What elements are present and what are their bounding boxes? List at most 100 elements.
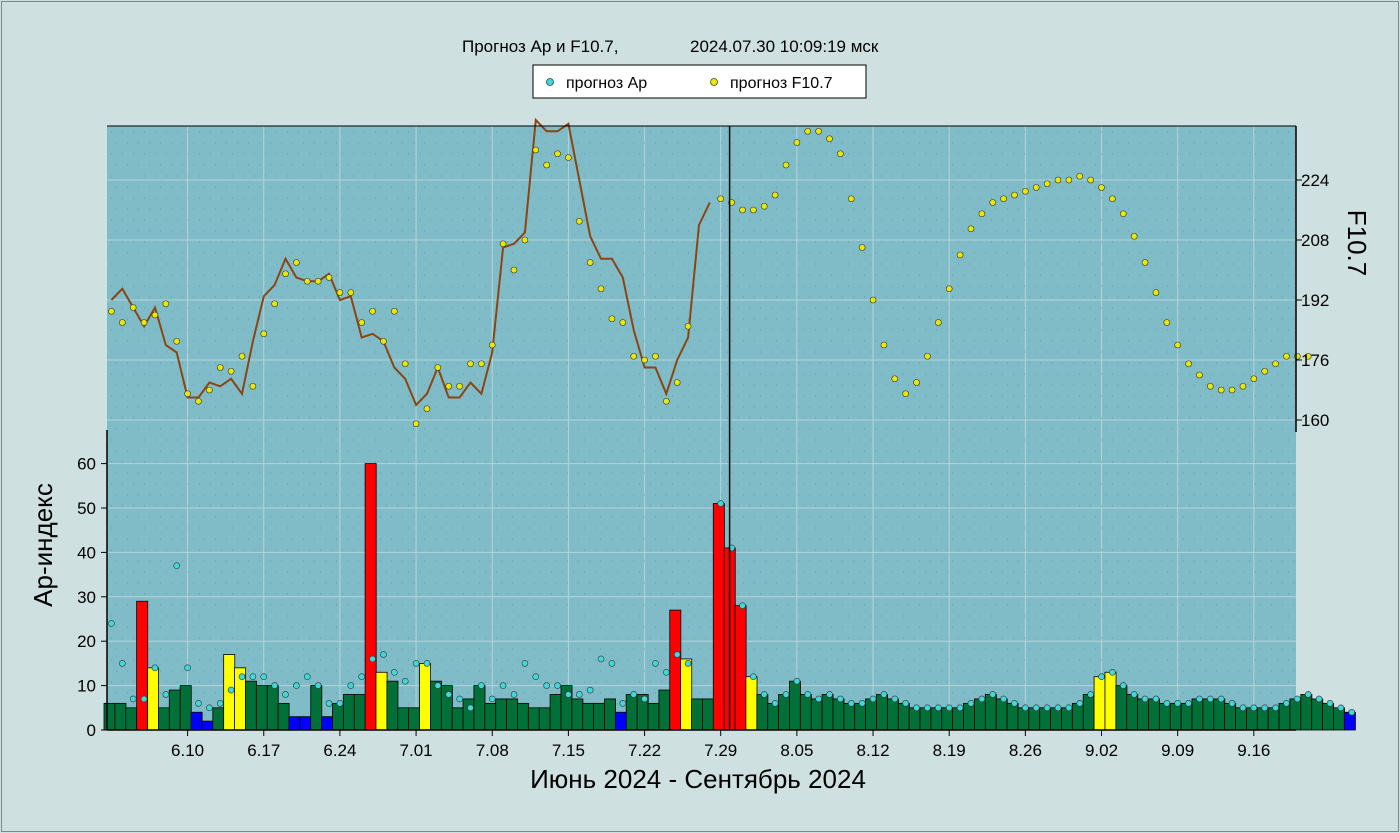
ap-forecast-point [347, 682, 355, 689]
f107-forecast-point [1261, 367, 1269, 375]
f107-forecast-point [1065, 176, 1073, 184]
f107-forecast-point [282, 270, 289, 278]
f107-forecast-point [837, 150, 844, 158]
f107-forecast-point [1022, 187, 1029, 195]
f107-forecast-point [510, 266, 518, 274]
ap-bar [734, 605, 747, 731]
x-tick-label: 8.05 [780, 741, 813, 760]
f107-tick-label: 224 [1301, 171, 1329, 190]
ap-bar [277, 702, 290, 731]
x-tick-label: 9.02 [1085, 741, 1118, 760]
ap-bar [930, 707, 943, 731]
ap-bar [593, 702, 606, 731]
f107-forecast-point [956, 251, 964, 259]
f107-forecast-point [1119, 210, 1127, 218]
ap-forecast-point [869, 695, 877, 703]
x-tick-label: 8.12 [856, 741, 889, 760]
f107-forecast-point [543, 161, 550, 169]
f107-forecast-point [924, 352, 931, 360]
ap-forecast-point [815, 695, 822, 703]
ap-forecast-point [227, 686, 235, 694]
f107-forecast-point [739, 206, 746, 214]
ap-forecast-point [412, 660, 420, 667]
ap-forecast-point [989, 691, 997, 698]
f107-forecast-point [967, 225, 975, 233]
ap-bar [865, 698, 878, 731]
ap-bar [462, 698, 475, 731]
y-axis-title: Ap-индекс [28, 483, 58, 607]
f107-forecast-point [891, 375, 899, 383]
f107-forecast-point [717, 195, 725, 203]
ap-bar [1322, 702, 1335, 731]
ap-bar [1126, 694, 1139, 731]
ap-forecast-point [1239, 704, 1247, 712]
ap-forecast-point [1250, 704, 1258, 712]
f107-forecast-point [271, 300, 278, 308]
ap-bar [745, 676, 758, 731]
ap-forecast-point [1304, 691, 1312, 698]
f107-tick-label: 208 [1301, 231, 1329, 250]
ap-bar [353, 694, 366, 731]
f107-forecast-point [369, 307, 376, 315]
ap-bar [1289, 698, 1302, 731]
ap-bar [1246, 707, 1258, 731]
ap-bar [1104, 671, 1117, 731]
f107-forecast-point [1087, 176, 1094, 184]
ap-forecast-point [1065, 704, 1073, 712]
ap-bar [647, 702, 660, 731]
f107-forecast-point [1272, 360, 1279, 368]
ap-forecast-point [597, 655, 605, 663]
f107-forecast-point [488, 341, 496, 349]
ap-bar [625, 694, 638, 731]
legend-ap-label: прогноз Ap [566, 75, 647, 92]
ap-forecast-point [1294, 695, 1301, 703]
ap-forecast-point [804, 691, 812, 698]
x-tick-label: 8.26 [1009, 741, 1042, 760]
f107-forecast-point [162, 300, 170, 308]
f107-forecast-point [858, 244, 866, 251]
ap-forecast-point [119, 660, 126, 667]
f107-forecast-point [1304, 352, 1312, 360]
ap-forecast-point [858, 700, 866, 707]
f107-forecast-point [1141, 259, 1149, 266]
x-tick-label: 7.22 [628, 741, 661, 760]
f107-forecast-point [532, 146, 540, 154]
ap-bar [789, 680, 801, 731]
ap-forecast-point [1228, 700, 1236, 707]
ap-bar [832, 698, 845, 731]
ap-bar [691, 698, 704, 731]
f107-forecast-point [119, 319, 126, 326]
f107-forecast-point [935, 319, 942, 326]
f107-forecast-point [129, 304, 137, 311]
ap-bar [1050, 707, 1063, 731]
legend-box [532, 64, 867, 99]
x-tick-label: 6.10 [171, 741, 204, 760]
f107-observed-line [110, 117, 711, 407]
f107-forecast-point [1185, 360, 1192, 368]
ap-forecast-point [260, 673, 268, 681]
x-tick-label: 7.01 [400, 741, 433, 760]
ap-bar [1278, 702, 1291, 731]
f107-forecast-point [206, 386, 213, 394]
ap-forecast-point [423, 660, 431, 667]
ap-forecast-point [1032, 704, 1040, 712]
ap-forecast-point [945, 704, 953, 712]
f107-forecast-point [1196, 371, 1203, 379]
ap-bar [680, 658, 693, 731]
ap-bar [517, 702, 529, 731]
ap-forecast-point [608, 660, 616, 667]
f107-forecast-point [652, 352, 659, 360]
f107-tick-label: 192 [1301, 291, 1329, 310]
f107-forecast-point [804, 127, 812, 135]
f107-forecast-point [467, 360, 474, 368]
ap-bar [1267, 707, 1280, 731]
ap-bar [332, 702, 344, 731]
ap-bar [886, 698, 899, 731]
ap-forecast-point [1207, 695, 1214, 703]
ap-forecast-point [510, 691, 518, 698]
f107-forecast-point [945, 285, 953, 293]
ap-axis-ticks: 0 10 20 30 40 50 60 [77, 455, 107, 740]
f107-forecast-point [847, 195, 855, 203]
ap-forecast-point [902, 700, 909, 707]
